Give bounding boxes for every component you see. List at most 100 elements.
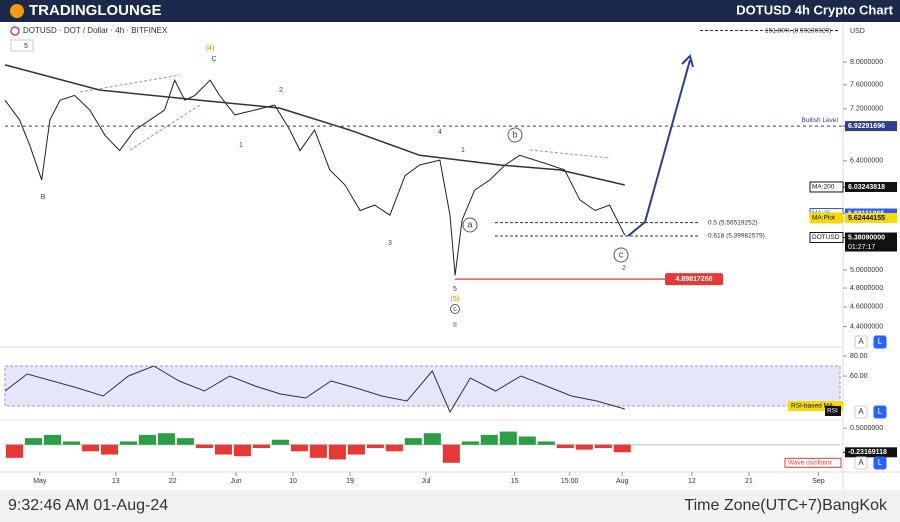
tag-value-box — [845, 232, 897, 243]
rsi-tag-box — [825, 406, 841, 416]
tag-name: MA:200 — [812, 184, 835, 191]
footer-timezone: Time Zone(UTC+7)BangKok — [684, 497, 888, 514]
scale-button-label: A — [858, 337, 864, 346]
interval-box[interactable] — [10, 39, 34, 52]
tag-value-box — [845, 181, 897, 192]
tag-name: DOTUSD — [812, 234, 840, 241]
currency: USD — [850, 28, 865, 35]
low-tag: 4.89817268 — [676, 276, 713, 283]
scale-button[interactable] — [873, 405, 887, 419]
x-tick-label: Sep — [812, 478, 825, 485]
osc-bar — [347, 444, 365, 455]
x-tick-label: Jul — [422, 478, 431, 485]
y-tick-label: 80.00 — [850, 353, 868, 360]
y-tick-label: 4.4000000 — [850, 323, 883, 330]
scale-button-label: A — [858, 407, 864, 416]
wave-label: 3 — [388, 240, 392, 247]
y-tick-label: 0.5000000 — [850, 425, 883, 432]
scale-button-label: A — [858, 458, 864, 467]
osc-label: Wave oscillator — [788, 460, 833, 467]
tag-name: MA:Plot — [812, 215, 835, 222]
osc-bar — [43, 434, 62, 445]
osc-bar — [480, 434, 498, 445]
osc-bar — [81, 444, 100, 452]
osc-bar — [214, 444, 232, 455]
osc-value-box — [845, 447, 897, 458]
scale-button[interactable] — [854, 456, 868, 470]
osc-bar — [594, 444, 612, 448]
logo-icon — [10, 4, 24, 18]
wave-label: II — [453, 322, 457, 329]
wave-label: 5 — [453, 286, 457, 293]
arrow-head — [681, 54, 694, 68]
x-tick-label: 15 — [511, 478, 519, 485]
tag-value-box — [845, 121, 897, 132]
osc-bar — [499, 431, 517, 445]
wave-label: B — [41, 194, 46, 201]
x-tick-label: 19 — [346, 478, 354, 485]
osc-bar — [461, 441, 479, 445]
footer-time: 9:32:46 AM 01-Aug-24 — [8, 497, 168, 514]
wave-label: 2 — [279, 87, 283, 94]
wave-label: (5) — [451, 296, 460, 303]
projection-arrow — [627, 59, 691, 237]
osc-bar — [404, 438, 422, 445]
x-tick-label: 12 — [688, 478, 696, 485]
y-tick-label: 4.6000000 — [850, 304, 883, 311]
scale-button-label: L — [878, 407, 883, 416]
y-tick-label: 5.0000000 — [850, 267, 883, 274]
ma-label-box — [788, 401, 843, 411]
osc-bar — [385, 444, 403, 452]
symbol-icon — [10, 26, 20, 36]
x-tick-label: 15:00 — [561, 478, 579, 485]
brand: TRADINGLOUNGE — [29, 2, 162, 19]
x-tick-label: Jun — [230, 478, 241, 485]
wave-circle — [507, 127, 523, 143]
osc-bar — [138, 434, 156, 445]
x-tick-label: 13 — [112, 478, 120, 485]
ma-label: RSI-based MA — [791, 403, 834, 410]
fib-label: 0.5 (5.56519252) — [708, 219, 758, 226]
wave-label: 2 — [622, 265, 626, 272]
scale-button-label: L — [878, 458, 883, 467]
y-tick-label: 60.00 — [850, 373, 868, 380]
scale-button[interactable] — [873, 335, 887, 349]
level-name: Bullish Level — [802, 117, 839, 124]
scale-button[interactable] — [854, 405, 868, 419]
osc-bar — [423, 433, 441, 445]
osc-bar — [24, 438, 43, 445]
y-tick-label: 4.8000000 — [850, 285, 883, 292]
osc-bar — [309, 444, 327, 458]
osc-bar — [537, 441, 555, 445]
tag-value: 6.03243818 — [848, 184, 885, 191]
scale-button[interactable] — [873, 456, 887, 470]
osc-bar — [575, 444, 593, 450]
interval: 5 — [24, 43, 28, 50]
osc-bar — [613, 444, 631, 453]
osc-bar — [5, 444, 24, 458]
tag-value: 5.38090000 — [848, 234, 885, 241]
y-tick-label: 6.4000000 — [850, 158, 883, 165]
rsi-tag: RSI — [827, 408, 838, 415]
osc-bar — [119, 441, 137, 445]
wave-label: a — [467, 219, 472, 229]
wave-label: b — [512, 129, 517, 139]
scale-button-label: L — [878, 337, 883, 346]
wave-label: (4) — [206, 45, 215, 52]
wave-label: 1 — [239, 142, 243, 149]
osc-bar — [233, 444, 251, 457]
tag-value-box — [845, 212, 897, 223]
osc-bar — [518, 436, 536, 445]
price-line — [4, 365, 625, 414]
osc-bar — [157, 433, 175, 445]
osc-bar — [442, 444, 460, 463]
scale-button[interactable] — [854, 335, 868, 349]
x-tick-label: 10 — [289, 478, 297, 485]
osc-label-box — [784, 457, 842, 468]
x-tick-label: Aug — [616, 478, 629, 485]
osc-value: -0.23169118 — [848, 449, 887, 456]
osc-bar — [176, 438, 194, 445]
low-tag-box — [665, 273, 723, 286]
wave-label: 4 — [438, 129, 442, 136]
